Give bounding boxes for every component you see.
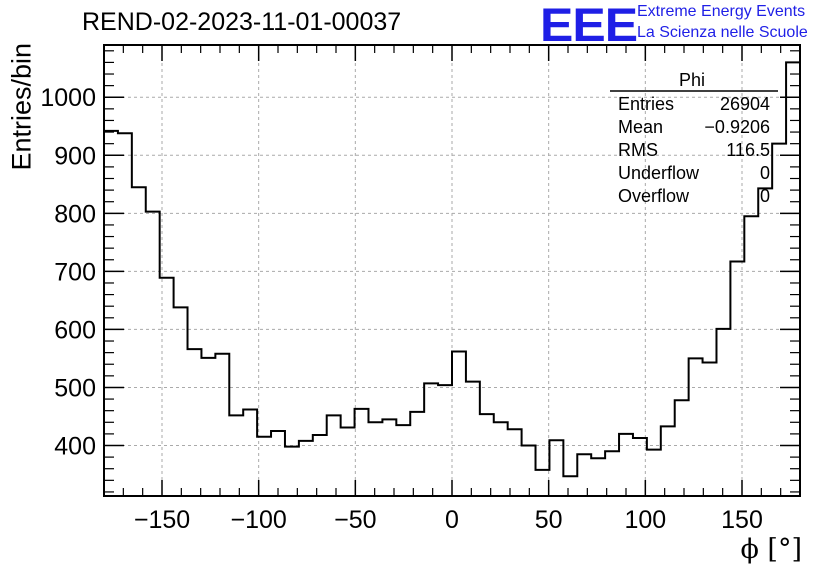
x-tick-label-1: −100 xyxy=(231,506,287,534)
x-tick-label-4: 50 xyxy=(535,506,563,534)
histogram-step-line xyxy=(104,61,800,478)
page-title: REND-02-2023-11-01-00037 xyxy=(82,8,402,36)
y-tick-label-3: 700 xyxy=(54,258,96,286)
axis-ticks xyxy=(103,45,801,496)
x-tick-label-5: 100 xyxy=(624,506,666,534)
stats-value-entries: 26904 xyxy=(719,94,770,114)
tick-labels: −150 −100 −50 0 50 100 150 400 500 600 700 800 900 10… xyxy=(40,84,762,534)
logo-line-2: La Scienza nelle Scuole xyxy=(637,24,808,41)
x-axis-label: ϕ [°] xyxy=(740,534,802,565)
stats-label-underflow: Underflow xyxy=(618,163,700,183)
grid-lines xyxy=(104,45,800,496)
eee-logo-mark: EEE xyxy=(540,0,638,52)
y-tick-label-1: 500 xyxy=(54,374,96,402)
y-axis-label: Entries/bin xyxy=(6,42,37,171)
y-tick-label-5: 900 xyxy=(54,142,96,170)
stats-value-overflow: 0 xyxy=(759,186,770,206)
y-tick-label-2: 600 xyxy=(54,316,96,344)
x-tick-label-6: 150 xyxy=(721,506,763,534)
stats-label-entries: Entries xyxy=(618,94,675,114)
y-tick-label-6: 1000 xyxy=(40,84,96,112)
stats-label-rms: RMS xyxy=(618,140,658,160)
stats-label-mean: Mean xyxy=(618,117,664,137)
x-tick-label-2: −50 xyxy=(334,506,376,534)
y-tick-label-0: 400 xyxy=(54,433,96,461)
x-tick-label-3: 0 xyxy=(445,506,459,534)
stats-value-rms: 116.5 xyxy=(726,140,770,160)
y-tick-label-4: 800 xyxy=(54,200,96,228)
stats-value-mean: −0.9206 xyxy=(704,117,770,137)
stats-title: Phi xyxy=(679,70,706,90)
stats-label-overflow: Overflow xyxy=(618,186,690,206)
logo-line-1: Extreme Energy Events xyxy=(637,3,806,20)
stats-value-underflow: 0 xyxy=(759,163,770,183)
x-tick-label-0: −150 xyxy=(134,506,190,534)
